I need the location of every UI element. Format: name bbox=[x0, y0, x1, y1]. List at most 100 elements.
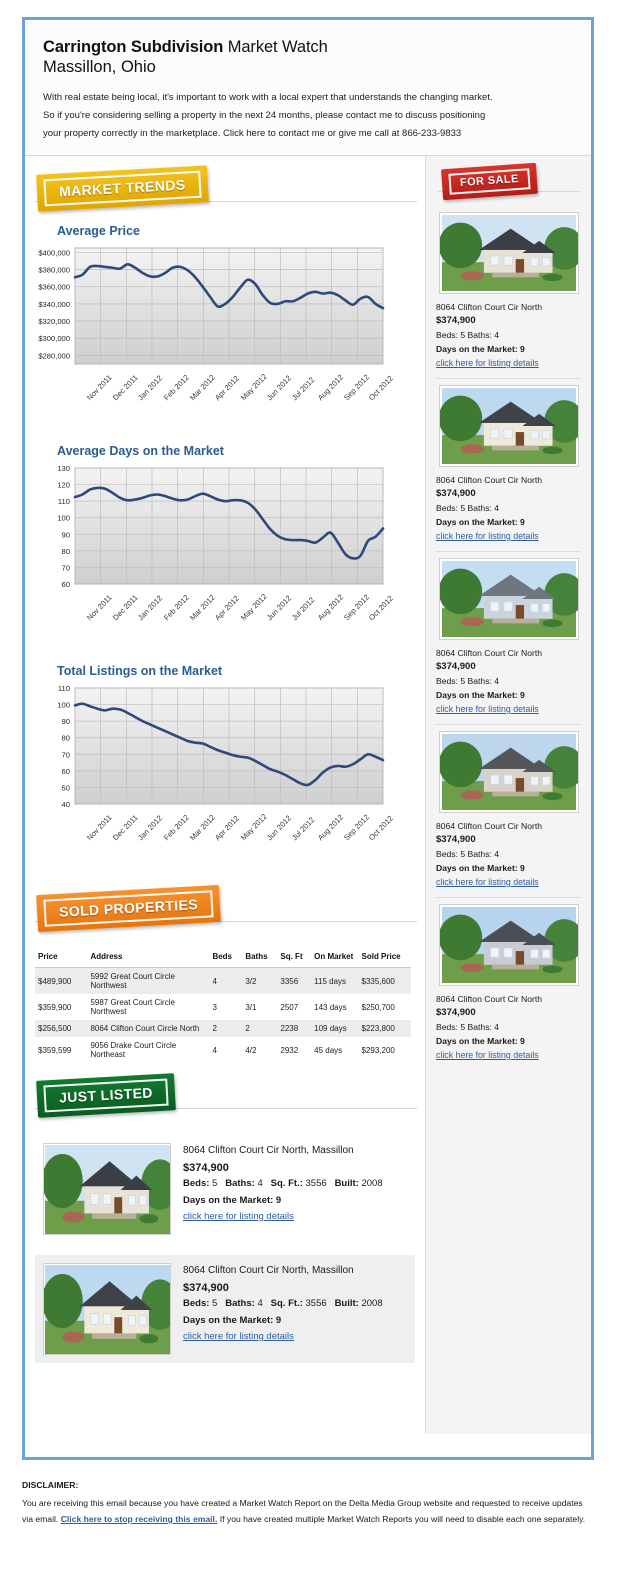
column-header: Beds bbox=[209, 948, 243, 968]
svg-text:90: 90 bbox=[62, 717, 70, 726]
table-row: $359,900 5987 Great Court Circle Northwes… bbox=[35, 994, 411, 1020]
property-address: 8064 Clifton Court Cir North bbox=[436, 994, 543, 1004]
chart-svg: 40 50 60 70 80 90 100 110 bbox=[57, 684, 385, 809]
svg-text:110: 110 bbox=[58, 497, 70, 506]
svg-text:$320,000: $320,000 bbox=[38, 317, 70, 326]
listing-details-link[interactable]: click here for listing details bbox=[436, 531, 539, 541]
chart-average-days-on-market: Average Days on the Market 60 70 80 90 100 11… bbox=[25, 444, 425, 656]
cell-on_market: 109 days bbox=[311, 1020, 359, 1037]
column-header: Price bbox=[35, 948, 88, 968]
svg-text:$300,000: $300,000 bbox=[38, 334, 70, 343]
page-subtitle: Massillon, Ohio bbox=[43, 58, 156, 76]
cell-price: $359,599 bbox=[38, 1045, 72, 1055]
property-price: $374,900 bbox=[183, 1161, 229, 1174]
cell-sqft: 2238 bbox=[277, 1020, 312, 1037]
cell-on_market: 143 days bbox=[314, 1002, 347, 1012]
table-body: $489,900 5992 Great Court Circle Northwes… bbox=[35, 967, 411, 1064]
cell-sold_price: $223,800 bbox=[358, 1020, 411, 1037]
svg-text:120: 120 bbox=[57, 481, 70, 490]
property-specs: Beds: 5 Baths: 4 Sq. Ft.: 3556 Built: 20… bbox=[183, 1298, 383, 1309]
property-info: 8064 Clifton Court Cir North, Massillon $… bbox=[183, 1143, 383, 1235]
property-days-on-market: Days on the Market: 9 bbox=[436, 1036, 525, 1046]
chart-plot-area: 60 70 80 90 100 110 120 130 bbox=[33, 464, 413, 614]
unsubscribe-link[interactable]: Click here to stop receiving this email. bbox=[60, 1514, 218, 1524]
property-photo[interactable] bbox=[438, 558, 579, 640]
disclaimer-part-2: If you have created multiple Market Watc… bbox=[217, 1514, 586, 1524]
property-photo[interactable] bbox=[43, 1143, 171, 1235]
svg-text:$380,000: $380,000 bbox=[38, 265, 70, 274]
svg-text:110: 110 bbox=[58, 684, 70, 693]
cell-address: 5987 Great Court Circle Northwest bbox=[90, 998, 175, 1016]
listing-details-link[interactable]: click here for listing details bbox=[183, 1211, 294, 1222]
property-address: 8064 Clifton Court Cir North, Massillon bbox=[183, 1265, 354, 1276]
table-row: $256,500 8064 Clifton Court Circle North 2… bbox=[35, 1020, 411, 1037]
svg-text:80: 80 bbox=[62, 547, 70, 556]
svg-text:90: 90 bbox=[62, 530, 70, 539]
sold-properties-badge: SOLD PROPERTIES bbox=[36, 884, 221, 933]
property-photo[interactable] bbox=[438, 904, 579, 986]
market-watch-page: Carrington Subdivision Market Watch Mass… bbox=[22, 17, 594, 1460]
listing-details-link[interactable]: click here for listing details bbox=[436, 704, 539, 714]
divider bbox=[35, 921, 417, 922]
column-header: Address bbox=[87, 948, 210, 968]
chart-total-listings: Total Listings on the Market 40 50 60 70 80 9… bbox=[25, 664, 425, 876]
for-sale-item: 8064 Clifton Court Cir North $374,900 Beds… bbox=[436, 379, 581, 552]
listing-details-link[interactable]: click here for listing details bbox=[183, 1331, 294, 1342]
for-sale-list: 8064 Clifton Court Cir North $374,900 Beds… bbox=[436, 206, 581, 1070]
property-beds-baths: Beds: 5 Baths: 4 bbox=[436, 330, 500, 340]
property-info: 8064 Clifton Court Cir North $374,900 Beds… bbox=[436, 819, 581, 889]
property-price: $374,900 bbox=[183, 1281, 229, 1294]
cell-baths: 4/2 bbox=[245, 1045, 257, 1055]
property-info: 8064 Clifton Court Cir North, Massillon $… bbox=[183, 1263, 383, 1355]
property-photo[interactable] bbox=[438, 212, 579, 294]
property-price: $374,900 bbox=[436, 315, 476, 326]
for-sale-item: 8064 Clifton Court Cir North $374,900 Beds… bbox=[436, 898, 581, 1070]
property-address: 8064 Clifton Court Cir North bbox=[436, 475, 543, 485]
property-price: $374,900 bbox=[436, 1007, 476, 1018]
property-photo[interactable] bbox=[438, 385, 579, 467]
just-listed-item: 8064 Clifton Court Cir North, Massillon $… bbox=[35, 1135, 415, 1243]
chart-title: Average Price bbox=[57, 224, 140, 238]
chart-x-axis-labels: Nov 2011 Dec 2011 Jan 2012 Feb 2012 Mar 2012… bbox=[33, 812, 413, 876]
property-address: 8064 Clifton Court Cir North bbox=[436, 302, 543, 312]
cell-on_market: 115 days bbox=[311, 967, 359, 994]
sold-properties-badge-label: SOLD PROPERTIES bbox=[43, 890, 214, 927]
property-beds-baths: Beds: 5 Baths: 4 bbox=[436, 676, 500, 686]
svg-text:$400,000: $400,000 bbox=[38, 248, 70, 257]
cell-sqft: 2507 bbox=[280, 1002, 299, 1012]
for-sale-item: 8064 Clifton Court Cir North $374,900 Beds… bbox=[436, 552, 581, 725]
cell-sold_price: $250,700 bbox=[361, 1002, 395, 1012]
svg-text:70: 70 bbox=[62, 750, 70, 759]
just-listed-header: JUST LISTED bbox=[25, 1073, 425, 1123]
disclaimer-part-1: You are receiving this email because you… bbox=[22, 1498, 583, 1524]
cell-on_market: 45 days bbox=[314, 1045, 343, 1055]
intro-paragraph: With real estate being local, it's impor… bbox=[43, 89, 573, 143]
page-title-rest: Market Watch bbox=[223, 38, 328, 56]
svg-text:60: 60 bbox=[62, 767, 70, 776]
listing-details-link[interactable]: click here for listing details bbox=[436, 877, 539, 887]
property-info: 8064 Clifton Court Cir North $374,900 Beds… bbox=[436, 646, 581, 716]
cell-baths: 2 bbox=[242, 1020, 278, 1037]
svg-text:40: 40 bbox=[62, 800, 70, 809]
just-listed-badge: JUST LISTED bbox=[36, 1073, 176, 1118]
property-beds-baths: Beds: 5 Baths: 4 bbox=[436, 1022, 500, 1032]
svg-text:70: 70 bbox=[62, 563, 70, 572]
property-address: 8064 Clifton Court Cir North, Massillon bbox=[183, 1145, 354, 1156]
listing-details-link[interactable]: click here for listing details bbox=[436, 1050, 539, 1060]
listing-details-link[interactable]: click here for listing details bbox=[436, 358, 539, 368]
cell-address: 5992 Great Court Circle Northwest bbox=[87, 967, 210, 994]
chart-svg: 60 70 80 90 100 110 120 130 bbox=[57, 464, 385, 589]
property-photo[interactable] bbox=[438, 731, 579, 813]
property-price: $374,900 bbox=[436, 834, 476, 845]
cell-sold_price: $293,200 bbox=[361, 1045, 395, 1055]
property-address: 8064 Clifton Court Cir North bbox=[436, 821, 543, 831]
property-address: 8064 Clifton Court Cir North bbox=[436, 648, 543, 658]
property-photo[interactable] bbox=[43, 1263, 171, 1355]
column-header: Baths bbox=[242, 948, 278, 968]
cell-baths: 3/1 bbox=[245, 1002, 257, 1012]
table-header-row: Price Address Beds Baths Sq. Ft On Market Sold… bbox=[35, 948, 411, 968]
property-price: $374,900 bbox=[436, 488, 476, 499]
cell-sqft: 2932 bbox=[280, 1045, 299, 1055]
cell-price: $489,900 bbox=[35, 967, 88, 994]
table-row: $489,900 5992 Great Court Circle Northwes… bbox=[35, 967, 411, 994]
